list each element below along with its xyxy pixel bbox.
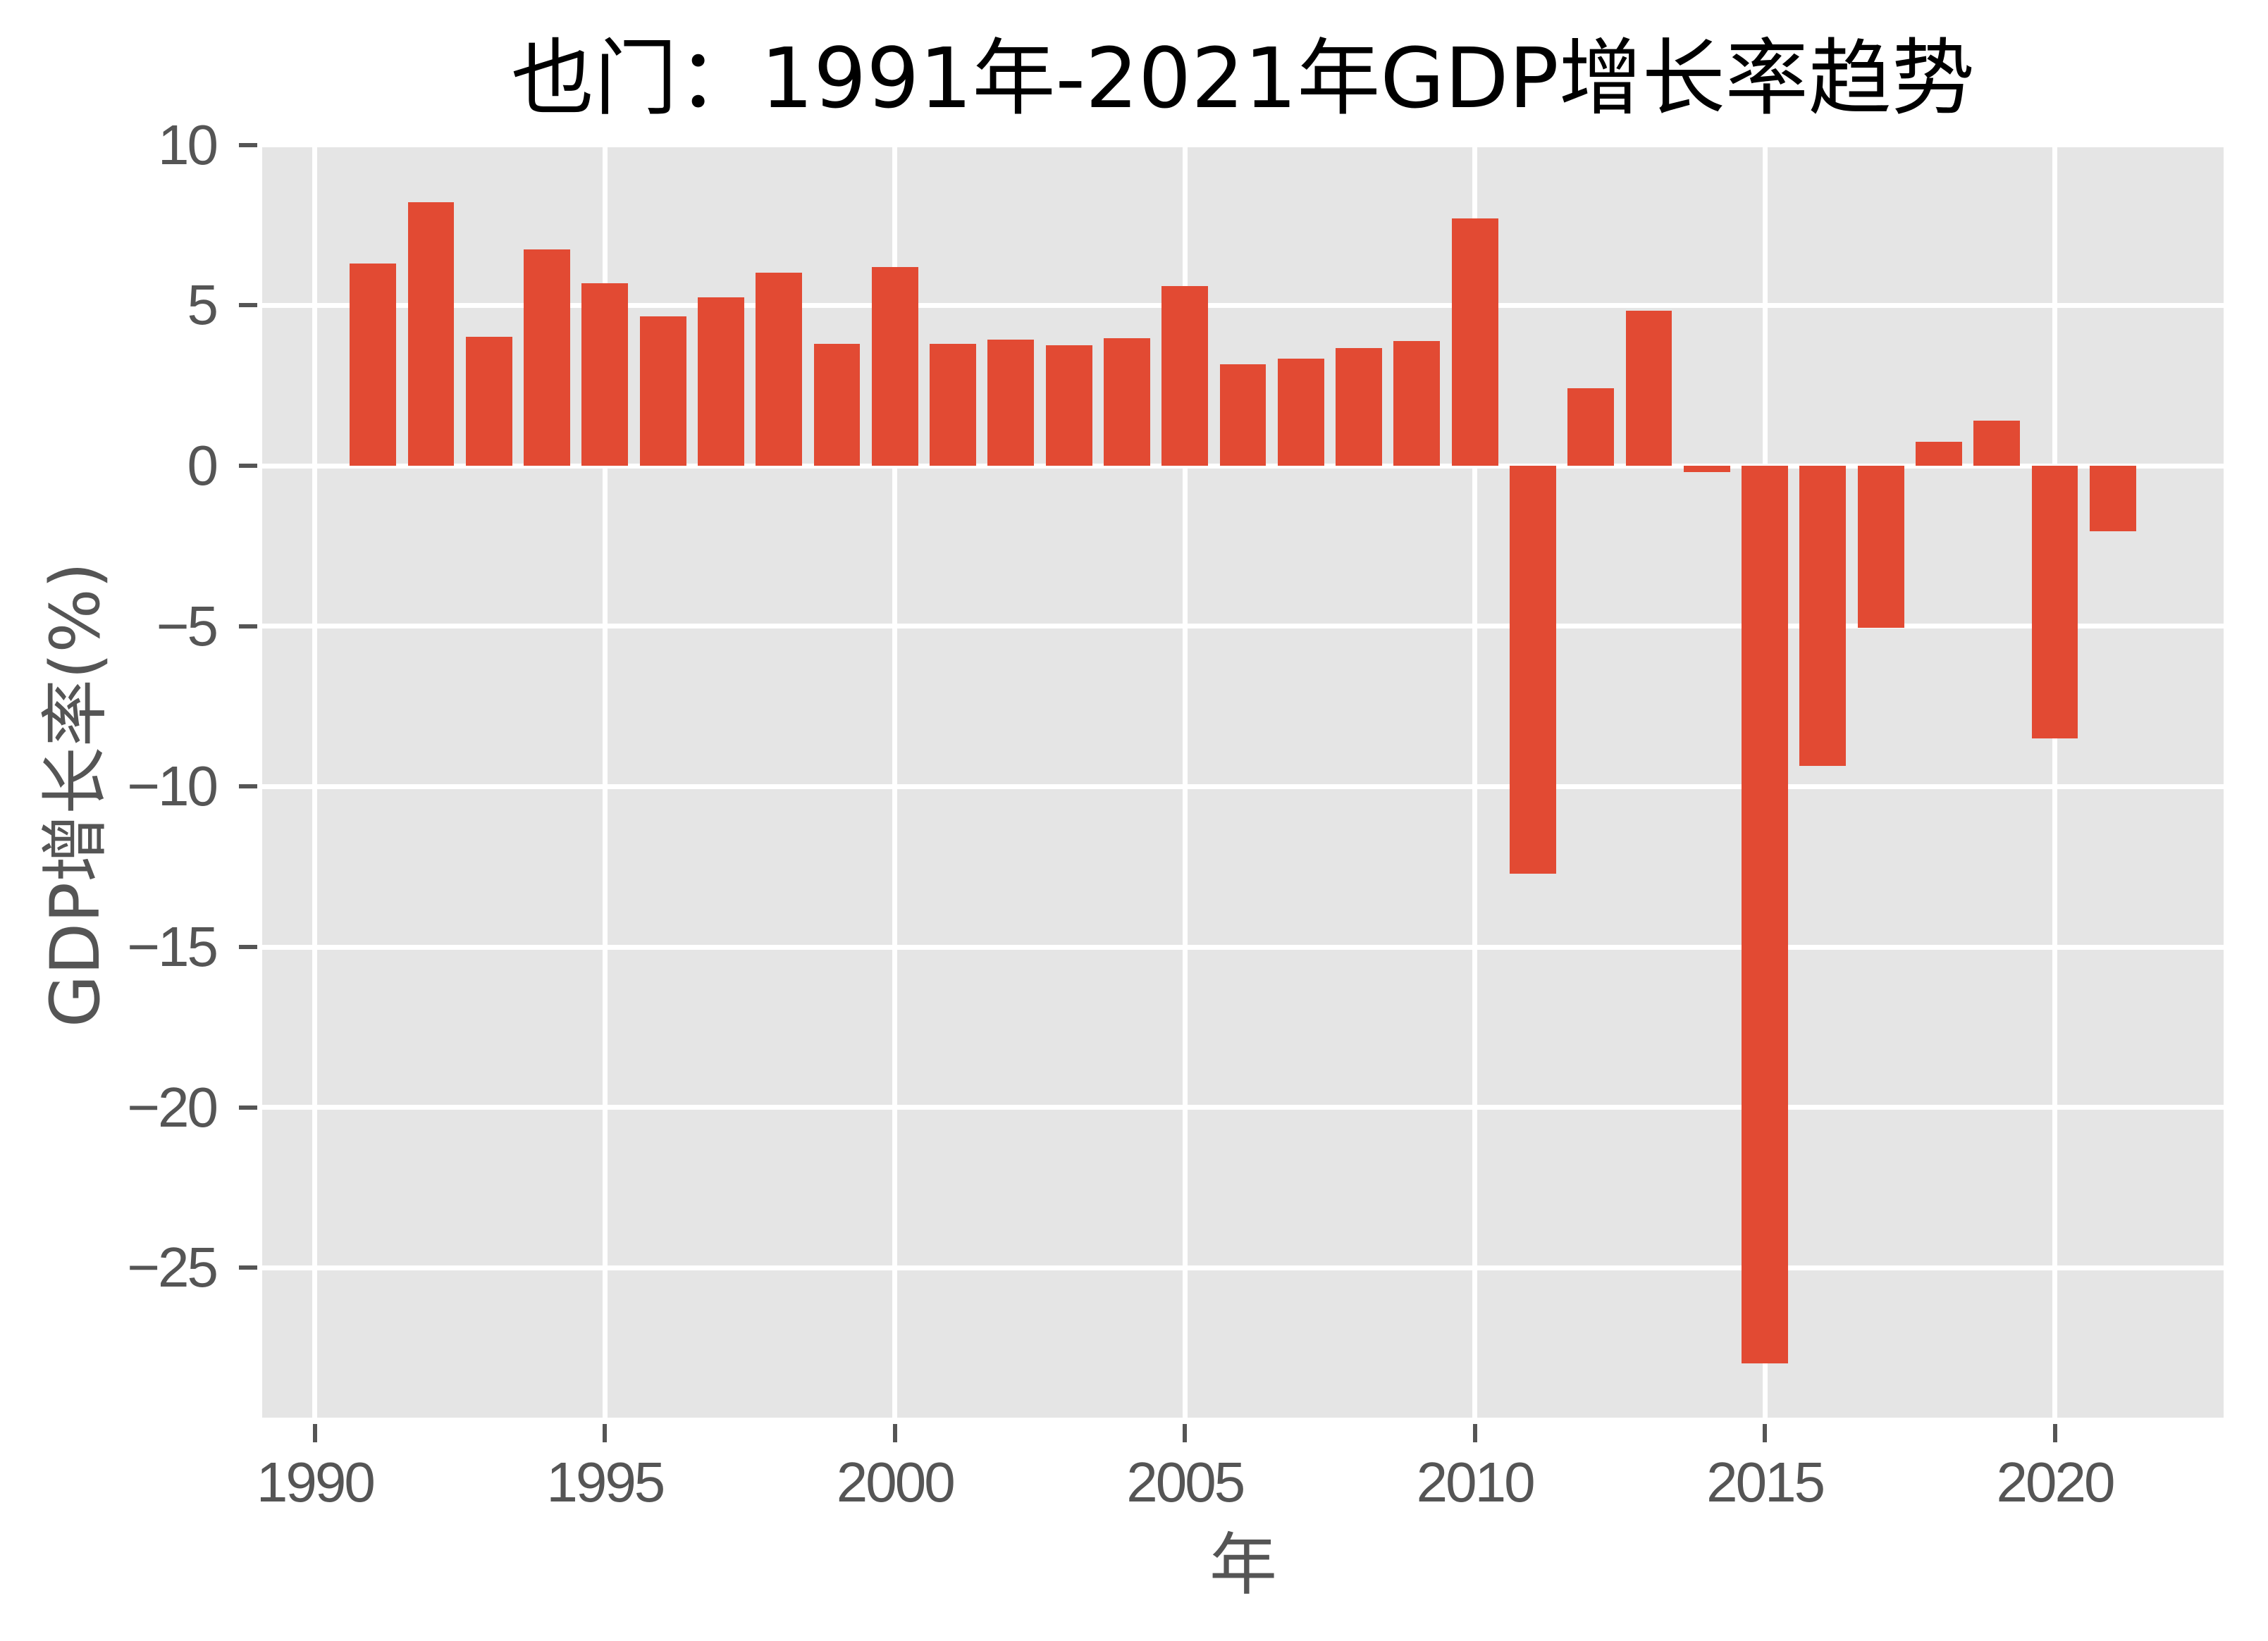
x-tick-label: 1990 [256, 1451, 376, 1513]
x-tick-label: 2005 [1126, 1451, 1245, 1513]
bar-2011 [1510, 466, 1556, 874]
bar-2007 [1277, 358, 1324, 466]
bar-1994 [524, 249, 570, 466]
bar-2020 [2031, 466, 2078, 738]
bar-1991 [350, 263, 397, 466]
gridline-vertical [1182, 147, 1188, 1418]
y-tick-label: 5 [187, 273, 218, 337]
y-tick-label: −25 [127, 1236, 218, 1299]
bar-1992 [407, 202, 455, 466]
y-tick-mark [239, 303, 257, 308]
chart-title: 也门：1991年-2021年GDP增长率趋势 [511, 30, 1975, 127]
bar-2006 [1219, 364, 1266, 466]
y-tick-label: −10 [127, 755, 218, 818]
gridline-horizontal [262, 463, 2224, 469]
x-tick-mark [1763, 1424, 1768, 1442]
gridline-vertical [312, 147, 318, 1418]
bar-2012 [1567, 388, 1615, 466]
gridline-vertical [2052, 147, 2058, 1418]
bar-2004 [1104, 338, 1150, 466]
y-axis-label: GDP增长率(%) [36, 562, 115, 1028]
y-tick-label: −20 [127, 1075, 218, 1139]
bar-1996 [639, 316, 686, 466]
bar-1993 [465, 337, 512, 466]
bar-2016 [1799, 466, 1847, 767]
y-tick-label: 10 [158, 113, 218, 176]
x-tick-label: 2000 [836, 1451, 956, 1513]
x-tick-label: 2020 [1996, 1451, 2116, 1513]
y-tick-mark [239, 945, 257, 950]
gridline-vertical [602, 147, 608, 1418]
bar-2015 [1742, 466, 1788, 1363]
gridline-vertical [892, 147, 898, 1418]
x-tick-label: 2015 [1706, 1451, 1825, 1513]
bar-1999 [813, 344, 861, 466]
bar-2001 [930, 343, 976, 466]
gridline-horizontal [262, 944, 2224, 950]
x-tick-mark [603, 1424, 608, 1442]
y-tick-mark [239, 1265, 257, 1270]
bar-2013 [1625, 311, 1672, 466]
x-tick-mark [2052, 1424, 2057, 1442]
y-tick-mark [239, 624, 257, 628]
bar-2021 [2089, 466, 2136, 532]
x-tick-mark [312, 1424, 317, 1442]
x-tick-mark [1472, 1424, 1477, 1442]
gridline-horizontal [262, 784, 2224, 789]
gridline-horizontal [262, 624, 2224, 629]
y-tick-mark [239, 464, 257, 469]
bar-2009 [1393, 341, 1441, 466]
gridline-horizontal [262, 1105, 2224, 1110]
plot-area [262, 147, 2224, 1418]
gridline-vertical [1472, 147, 1478, 1418]
y-tick-label: −5 [156, 594, 218, 657]
x-tick-mark [892, 1424, 897, 1442]
y-tick-label: 0 [187, 434, 218, 497]
x-tick-mark [1183, 1424, 1188, 1442]
gridline-horizontal [262, 1265, 2224, 1270]
bar-1995 [581, 283, 629, 466]
bar-2005 [1161, 286, 1209, 466]
x-tick-label: 1995 [546, 1451, 665, 1513]
bar-2000 [871, 266, 918, 466]
bar-2019 [1973, 421, 2021, 466]
y-tick-mark [239, 142, 257, 147]
y-tick-label: −15 [127, 915, 218, 979]
bar-2002 [987, 339, 1035, 466]
y-tick-mark [239, 784, 257, 789]
x-tick-label: 2010 [1416, 1451, 1536, 1513]
bar-2017 [1857, 466, 1904, 628]
bar-2014 [1683, 466, 1730, 472]
bar-1997 [697, 297, 744, 466]
gridline-horizontal [262, 302, 2224, 308]
bar-2003 [1045, 345, 1092, 466]
bar-2008 [1336, 348, 1382, 466]
y-tick-mark [239, 1105, 257, 1110]
bar-2010 [1451, 218, 1498, 466]
bar-1998 [756, 272, 803, 466]
x-axis-label: 年 [1209, 1525, 1277, 1604]
bar-2018 [1916, 442, 1962, 466]
